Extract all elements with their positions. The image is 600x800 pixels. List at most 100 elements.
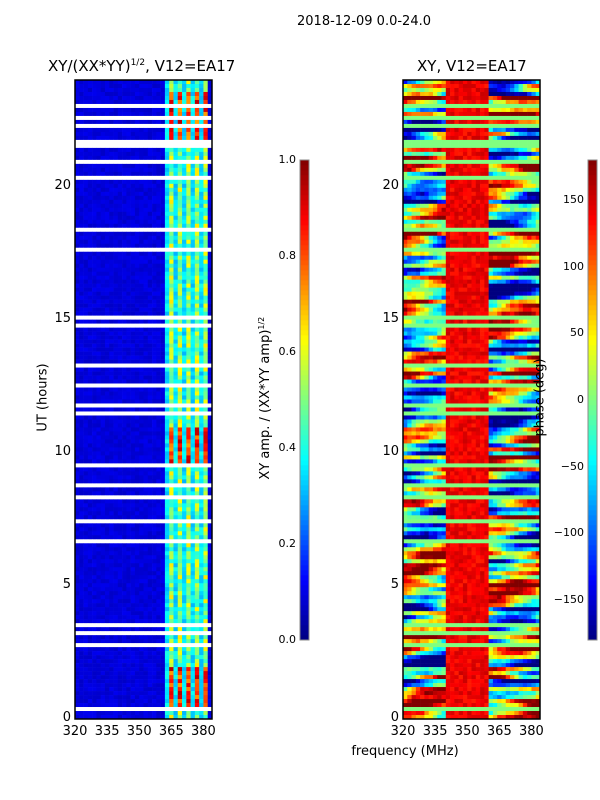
heatmap-cell <box>104 615 110 620</box>
heatmap-cell <box>160 551 166 556</box>
heatmap-cell <box>160 259 166 265</box>
heatmap-cell <box>169 95 174 101</box>
heatmap-cell <box>147 395 153 400</box>
heatmap-cell <box>152 699 157 704</box>
heatmap-cell <box>117 479 123 484</box>
heatmap-cell <box>96 151 101 157</box>
heatmap-cell <box>130 451 136 456</box>
heatmap-cell <box>92 483 97 488</box>
heatmap-cell <box>169 163 174 169</box>
heatmap-cell <box>207 487 213 492</box>
heatmap-cell <box>186 511 191 516</box>
heatmap-cell <box>126 171 131 177</box>
heatmap-cell <box>190 507 196 512</box>
heatmap-cell <box>134 223 140 229</box>
heatmap-cell <box>152 539 157 544</box>
heatmap-cell <box>83 267 89 272</box>
heatmap-cell <box>207 599 213 604</box>
heatmap-cell <box>207 559 213 564</box>
heatmap-cell <box>79 103 84 109</box>
heatmap-cell <box>100 491 106 496</box>
heatmap-cell <box>186 539 191 544</box>
heatmap-cell <box>169 627 174 632</box>
heatmap-cell <box>126 471 131 476</box>
heatmap-cell <box>100 295 106 300</box>
heatmap-cell <box>177 471 183 476</box>
heatmap-cell <box>160 179 166 185</box>
heatmap-cell <box>164 539 170 544</box>
heatmap-cell <box>122 447 127 452</box>
heatmap-cell <box>147 587 153 592</box>
heatmap-cell <box>156 639 161 644</box>
heatmap-cell <box>194 455 200 460</box>
heatmap-cell <box>117 535 123 540</box>
heatmap-cell <box>96 239 101 245</box>
heatmap-cell <box>134 347 140 352</box>
heatmap-cell <box>139 415 144 420</box>
heatmap-cell <box>186 463 191 468</box>
heatmap-cell <box>79 87 84 93</box>
heatmap-cell <box>87 195 93 201</box>
heatmap-cell <box>169 383 174 388</box>
heatmap-cell <box>100 311 106 316</box>
heatmap-cell <box>169 587 174 592</box>
heatmap-cell <box>177 359 183 364</box>
heatmap-cell <box>190 219 196 225</box>
heatmap-cell <box>177 399 183 404</box>
heatmap-cell <box>83 195 89 201</box>
heatmap-cell <box>104 87 110 93</box>
heatmap-cell <box>117 343 123 348</box>
heatmap-cell <box>199 195 204 201</box>
heatmap-cell <box>186 167 191 173</box>
heatmap-cell <box>87 179 93 185</box>
heatmap-cell <box>139 471 144 476</box>
heatmap-cell <box>75 231 80 237</box>
heatmap-cell <box>100 571 106 576</box>
heatmap-cell <box>156 283 161 288</box>
heatmap-cell <box>203 495 209 500</box>
heatmap-cell <box>152 139 157 145</box>
heatmap-cell <box>182 695 187 700</box>
heatmap-cell <box>134 459 140 464</box>
heatmap-cell <box>83 619 89 624</box>
heatmap-cell <box>194 183 200 189</box>
heatmap-cell <box>182 127 187 133</box>
heatmap-cell <box>87 95 93 101</box>
heatmap-cell <box>100 111 106 117</box>
heatmap-cell <box>126 247 131 253</box>
heatmap-cell <box>156 411 161 416</box>
heatmap-cell <box>143 315 149 320</box>
heatmap-cell <box>130 647 136 652</box>
heatmap-cell <box>92 543 97 548</box>
heatmap-cell <box>117 663 123 668</box>
heatmap-cell <box>122 551 127 556</box>
heatmap-cell <box>75 419 80 424</box>
heatmap-cell <box>104 407 110 412</box>
heatmap-cell <box>164 355 170 360</box>
heatmap-cell <box>126 519 131 524</box>
heatmap-cell <box>126 99 131 105</box>
heatmap-cell <box>134 127 140 133</box>
heatmap-cell <box>79 387 84 392</box>
heatmap-cell <box>173 247 179 253</box>
heatmap-cell <box>122 279 127 284</box>
heatmap-cell <box>109 315 114 320</box>
heatmap-cell <box>79 475 84 480</box>
heatmap-cell <box>177 283 183 288</box>
heatmap-cell <box>186 675 191 680</box>
heatmap-cell <box>199 531 204 536</box>
heatmap-cell <box>134 195 140 201</box>
heatmap-cell <box>122 419 127 424</box>
heatmap-cell <box>147 399 153 404</box>
heatmap-cell <box>117 487 123 492</box>
heatmap-cell <box>186 279 191 284</box>
heatmap-cell <box>152 579 157 584</box>
heatmap-cell <box>92 183 97 189</box>
heatmap-cell <box>169 475 174 480</box>
heatmap-cell <box>113 419 119 424</box>
heatmap-cell <box>100 687 106 692</box>
heatmap-cell <box>134 479 140 484</box>
heatmap-cell <box>126 487 131 492</box>
heatmap-cell <box>79 371 84 376</box>
heatmap-cell <box>160 443 166 448</box>
